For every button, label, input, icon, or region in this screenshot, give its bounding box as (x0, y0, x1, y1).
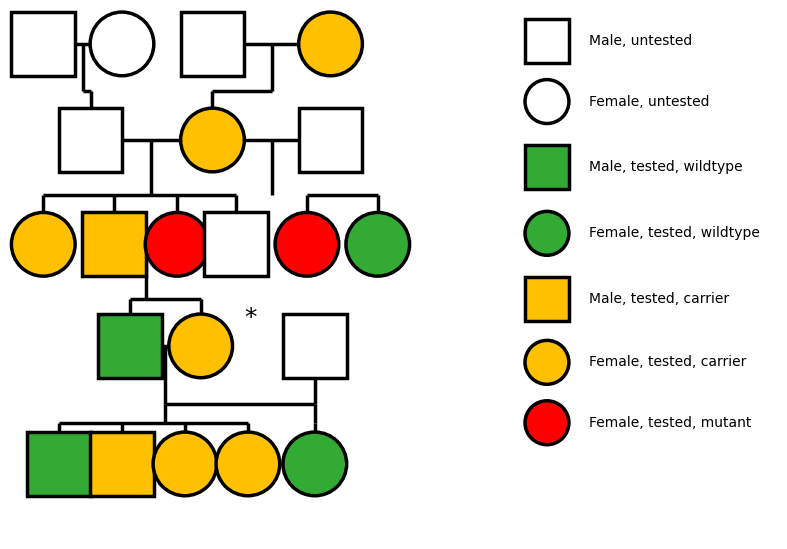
Ellipse shape (181, 108, 244, 172)
FancyBboxPatch shape (525, 277, 569, 321)
Text: Female, tested, mutant: Female, tested, mutant (589, 416, 751, 430)
FancyBboxPatch shape (83, 212, 146, 276)
Ellipse shape (346, 212, 409, 276)
FancyBboxPatch shape (525, 19, 569, 63)
FancyBboxPatch shape (525, 145, 569, 189)
Ellipse shape (525, 211, 569, 255)
Ellipse shape (91, 12, 153, 76)
Ellipse shape (275, 212, 338, 276)
Ellipse shape (525, 401, 569, 445)
FancyBboxPatch shape (181, 12, 244, 76)
FancyBboxPatch shape (283, 314, 346, 378)
Ellipse shape (525, 340, 569, 384)
Text: Female, tested, carrier: Female, tested, carrier (589, 355, 746, 369)
FancyBboxPatch shape (91, 432, 153, 496)
Ellipse shape (299, 12, 362, 76)
Text: Female, untested: Female, untested (589, 94, 709, 109)
FancyBboxPatch shape (98, 314, 161, 378)
Text: Male, tested, wildtype: Male, tested, wildtype (589, 160, 742, 175)
Ellipse shape (216, 432, 279, 496)
FancyBboxPatch shape (59, 108, 122, 172)
Ellipse shape (153, 432, 216, 496)
Ellipse shape (146, 212, 209, 276)
Ellipse shape (525, 80, 569, 124)
FancyBboxPatch shape (299, 108, 362, 172)
Text: Female, tested, wildtype: Female, tested, wildtype (589, 226, 759, 240)
Ellipse shape (283, 432, 346, 496)
Ellipse shape (169, 314, 232, 378)
Text: *: * (244, 306, 257, 330)
Text: Male, untested: Male, untested (589, 34, 692, 48)
Text: Male, tested, carrier: Male, tested, carrier (589, 292, 729, 306)
FancyBboxPatch shape (28, 432, 91, 496)
FancyBboxPatch shape (12, 12, 75, 76)
Ellipse shape (12, 212, 75, 276)
FancyBboxPatch shape (205, 212, 268, 276)
